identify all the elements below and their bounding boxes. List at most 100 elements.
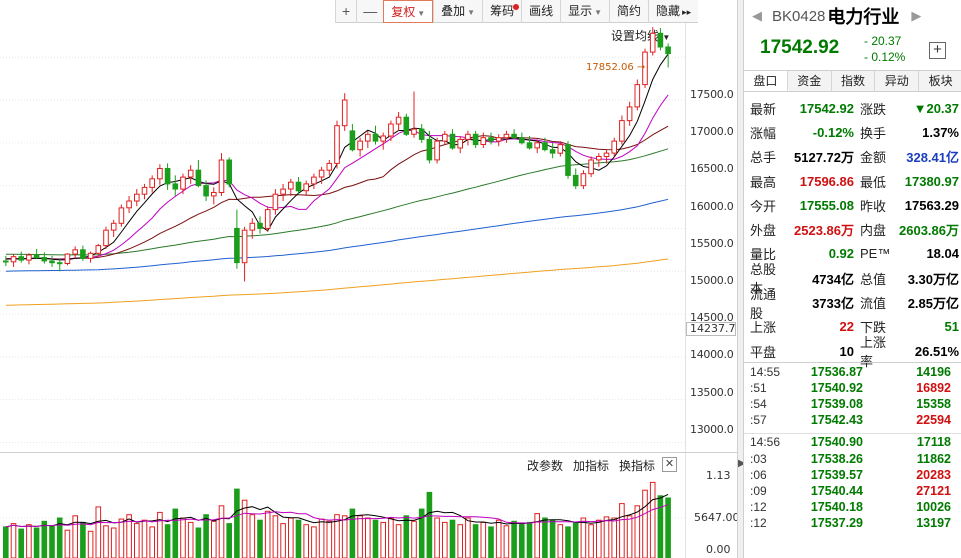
candle-up [357,140,363,151]
tick-row: 14:56 17540.90 17118 [744,434,961,450]
volume-bar-up [149,526,155,558]
zoom-in-button[interactable]: + [335,0,356,23]
quote-value: 17380.97 [904,173,959,189]
ma-setting-dropdown[interactable]: 设置均线 ▼ [611,27,670,44]
candle-up [110,222,117,231]
ma-setting-label: 设置均线 [611,29,660,43]
add-watchlist-button[interactable]: + [929,42,946,59]
tick-group-separator [744,428,961,435]
volume-tick-label: 0.00 [706,543,731,556]
candle-up [303,183,309,192]
volume-divider[interactable] [0,452,737,453]
candle-down [526,142,533,149]
ma120-line [5,198,669,272]
edit-params-button[interactable]: 改参数 [527,459,564,473]
tick-volume: 11862 [916,451,951,466]
adjust-button[interactable]: 复权 ▼ [383,0,434,23]
tab-alerts[interactable]: 异动 [875,71,920,91]
quote-label: PE™ [860,246,891,262]
volume-bar-up [649,481,656,558]
tick-price: 17537.29 [810,515,863,530]
candle-up [126,200,132,209]
candle-up [334,125,340,164]
tick-price: 17540.90 [810,435,863,450]
candle-down [511,133,517,139]
switch-indicator-button[interactable]: 换指标 [619,459,656,473]
candle-up [157,168,163,180]
quote-label: 量比 [750,247,777,263]
volume-bar-down [572,521,579,558]
volume-bar-down [41,520,48,558]
volume-bar-up [411,520,417,558]
tick-list[interactable]: 14:55 17536.87 14196:51 17540.92 16892:54 175… [744,364,961,531]
candle-up [64,253,71,265]
volume-bar-up [218,505,225,558]
add-indicator-button[interactable]: 加指标 [573,459,610,473]
volume-bar-down [526,521,533,558]
quote-label: 换手 [860,125,887,141]
tab-sector[interactable]: 板块 [928,74,953,88]
volume-bar-up [187,521,194,558]
volume-bar-down [172,508,179,558]
tick-price: 17539.08 [810,397,863,412]
candlestick-plot[interactable] [0,23,686,451]
candle-up [103,229,109,247]
display-button[interactable]: 显示 ▼ [560,0,609,23]
price-change-percent: - 0.12% [864,50,906,64]
quote-value: -0.12% [812,124,854,140]
candle-down [56,262,63,265]
candle-down [418,128,425,140]
candle-up [218,159,225,193]
quote-row: 今开 17555.08 昨收 17563.29 [744,193,961,217]
volume-bar-up [26,524,32,558]
quote-value: 17596.86 [799,173,854,189]
tab-funds[interactable]: 资金 [788,71,832,91]
volume-bar-down [80,521,86,558]
kline-chart-area[interactable]: + — 复权 ▼ 叠加 ▼ 筹码 画线 显示 ▼ 简约 隐藏 ▸▸ 设置均线 ▼ 178… [0,0,740,558]
tab-index[interactable]: 指数 [832,71,876,91]
quote-label: 总股本 [750,262,777,297]
volume-bar-up [72,515,79,558]
quote-value: 2.85万亿 [907,296,959,312]
tick-volume: 22594 [916,413,951,428]
candle-up [457,138,463,149]
tick-time: :57 [750,413,767,428]
zoom-out-button[interactable]: — [356,0,383,23]
candle-down [164,168,171,185]
candle-up [326,162,333,171]
panel-resize-handle[interactable]: ▶ [737,0,746,558]
hide-button[interactable]: 隐藏 ▸▸ [648,0,698,23]
volume-ma10-line [5,504,669,528]
tick-row: :09 17540.44 27121 [744,483,961,499]
draw-line-button[interactable]: 画线 [521,0,560,23]
quote-label: 上涨率 [860,335,887,370]
prev-stock-icon[interactable]: ◀ [752,8,762,23]
simple-button[interactable]: 简约 [609,0,648,23]
tab-order-book[interactable]: 盘口 [744,71,788,91]
volume-bar-up [495,519,502,558]
volume-bar-up [249,514,256,558]
candle-down [449,133,456,149]
quote-label: 昨收 [860,198,887,214]
chips-button[interactable]: 筹码 [482,0,521,23]
collapse-arrow-icon[interactable]: ▶ [738,458,746,469]
chevron-down-icon: ▼ [417,9,426,18]
quote-row: 总股本 4734亿 总值 3.30万亿 [744,262,961,296]
quote-label: 最高 [750,174,777,190]
candle-up [118,207,125,224]
tick-volume: 27121 [916,483,951,498]
y-tick-label: 17000.0 [690,125,734,138]
candle-down [542,142,548,151]
volume-bar-down [33,527,40,558]
next-stock-icon[interactable]: ▶ [911,8,922,23]
price-change: - 20.37 [864,34,902,48]
candle-up [442,133,448,142]
overlay-button[interactable]: 叠加 ▼ [433,0,482,23]
volume-plot[interactable] [0,478,686,558]
volume-bar-up [334,514,340,558]
candle-down [665,46,671,55]
volume-bar-down [426,491,433,558]
tick-volume: 15358 [916,397,951,412]
quote-label: 总值 [860,271,887,287]
close-icon[interactable]: ✕ [662,457,677,472]
